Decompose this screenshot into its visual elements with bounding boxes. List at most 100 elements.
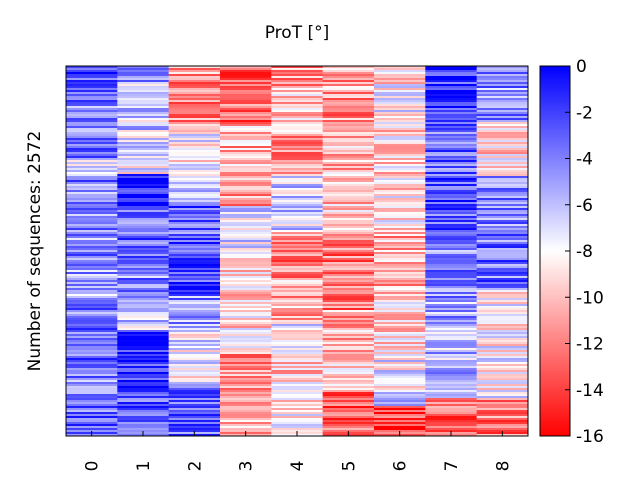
- heatmap-cell: [220, 178, 272, 181]
- heatmap-cell: [374, 358, 426, 361]
- heatmap-cell: [425, 356, 478, 359]
- heatmap-cell: [66, 96, 118, 99]
- heatmap-cell: [374, 266, 426, 269]
- heatmap-cell: [168, 130, 221, 133]
- heatmap-cell: [374, 230, 426, 233]
- heatmap-cell: [476, 274, 529, 277]
- heatmap-cell: [476, 200, 529, 203]
- heatmap-cell: [168, 318, 221, 321]
- heatmap-cell: [322, 368, 375, 371]
- heatmap-cell: [476, 176, 529, 179]
- x-tick-label: 0: [83, 461, 103, 472]
- heatmap-cell: [220, 268, 272, 271]
- heatmap-cell: [220, 146, 272, 149]
- heatmap-cell: [168, 364, 221, 367]
- heatmap-cell: [374, 80, 426, 83]
- heatmap-cell: [117, 378, 170, 381]
- heatmap-cell: [322, 174, 375, 177]
- heatmap-cell: [425, 102, 478, 105]
- heatmap-cell: [425, 256, 478, 259]
- heatmap-cell: [168, 352, 221, 355]
- heatmap-cell: [425, 108, 478, 111]
- heatmap-cell: [271, 106, 324, 109]
- heatmap-cell: [322, 392, 375, 395]
- heatmap-cell: [476, 252, 529, 255]
- heatmap-cell: [66, 204, 118, 207]
- heatmap-cell: [117, 214, 170, 217]
- heatmap-cell: [66, 368, 118, 371]
- heatmap-cell: [66, 176, 118, 179]
- heatmap-cell: [117, 102, 170, 105]
- heatmap-cell: [476, 164, 529, 167]
- heatmap-cell: [168, 216, 221, 219]
- heatmap-cell: [117, 344, 170, 347]
- heatmap-cell: [220, 202, 272, 205]
- heatmap-cell: [374, 312, 426, 315]
- heatmap-cell: [117, 188, 170, 191]
- heatmap-cell: [220, 128, 272, 131]
- heatmap-cell: [374, 380, 426, 383]
- heatmap-cell: [322, 240, 375, 243]
- heatmap-cell: [271, 356, 324, 359]
- heatmap-cell: [66, 208, 118, 211]
- heatmap-column-7: [425, 66, 478, 437]
- heatmap-cell: [117, 322, 170, 325]
- heatmap-cell: [476, 260, 529, 263]
- heatmap-cell: [374, 340, 426, 343]
- heatmap-cell: [168, 74, 221, 77]
- heatmap-cell: [220, 388, 272, 391]
- heatmap-cell: [476, 202, 529, 205]
- heatmap-cell: [66, 346, 118, 349]
- heatmap-cell: [117, 126, 170, 129]
- heatmap-cell: [425, 276, 478, 279]
- heatmap-cell: [425, 146, 478, 149]
- heatmap-cell: [271, 168, 324, 171]
- heatmap-cell: [168, 296, 221, 299]
- heatmap-cell: [322, 308, 375, 311]
- heatmap-cell: [425, 240, 478, 243]
- heatmap-cell: [271, 264, 324, 267]
- heatmap-cell: [117, 168, 170, 171]
- heatmap-cell: [271, 298, 324, 301]
- heatmap-cell: [168, 144, 221, 147]
- heatmap-cell: [66, 162, 118, 165]
- heatmap-cell: [476, 88, 529, 91]
- heatmap-cell: [117, 108, 170, 111]
- heatmap-cell: [476, 182, 529, 185]
- heatmap-cell: [425, 428, 478, 431]
- heatmap-cell: [220, 172, 272, 175]
- heatmap-cell: [66, 336, 118, 339]
- heatmap-cell: [476, 140, 529, 143]
- heatmap-cell: [476, 234, 529, 237]
- heatmap-cell: [168, 224, 221, 227]
- heatmap-cell: [271, 210, 324, 213]
- heatmap-cell: [425, 406, 478, 409]
- heatmap-cell: [322, 70, 375, 73]
- heatmap-cell: [271, 378, 324, 381]
- heatmap-cell: [168, 146, 221, 149]
- heatmap-cell: [66, 106, 118, 109]
- heatmap-cell: [425, 76, 478, 79]
- heatmap-cell: [425, 186, 478, 189]
- heatmap-cell: [374, 348, 426, 351]
- heatmap-cell: [220, 262, 272, 265]
- heatmap-cell: [476, 372, 529, 375]
- heatmap-cell: [168, 126, 221, 129]
- heatmap-cell: [66, 340, 118, 343]
- heatmap-cell: [322, 220, 375, 223]
- heatmap-cell: [117, 154, 170, 157]
- heatmap-cell: [322, 288, 375, 291]
- heatmap-cell: [425, 328, 478, 331]
- heatmap-cell: [220, 144, 272, 147]
- heatmap-cell: [322, 238, 375, 241]
- heatmap-cell: [117, 320, 170, 323]
- heatmap-cell: [425, 190, 478, 193]
- heatmap-cell: [476, 72, 529, 75]
- heatmap-cell: [476, 134, 529, 137]
- heatmap-cell: [425, 204, 478, 207]
- heatmap-cell: [322, 102, 375, 105]
- heatmap-cell: [66, 226, 118, 229]
- heatmap-cell: [374, 214, 426, 217]
- heatmap-cell: [117, 164, 170, 167]
- heatmap-cell: [117, 280, 170, 283]
